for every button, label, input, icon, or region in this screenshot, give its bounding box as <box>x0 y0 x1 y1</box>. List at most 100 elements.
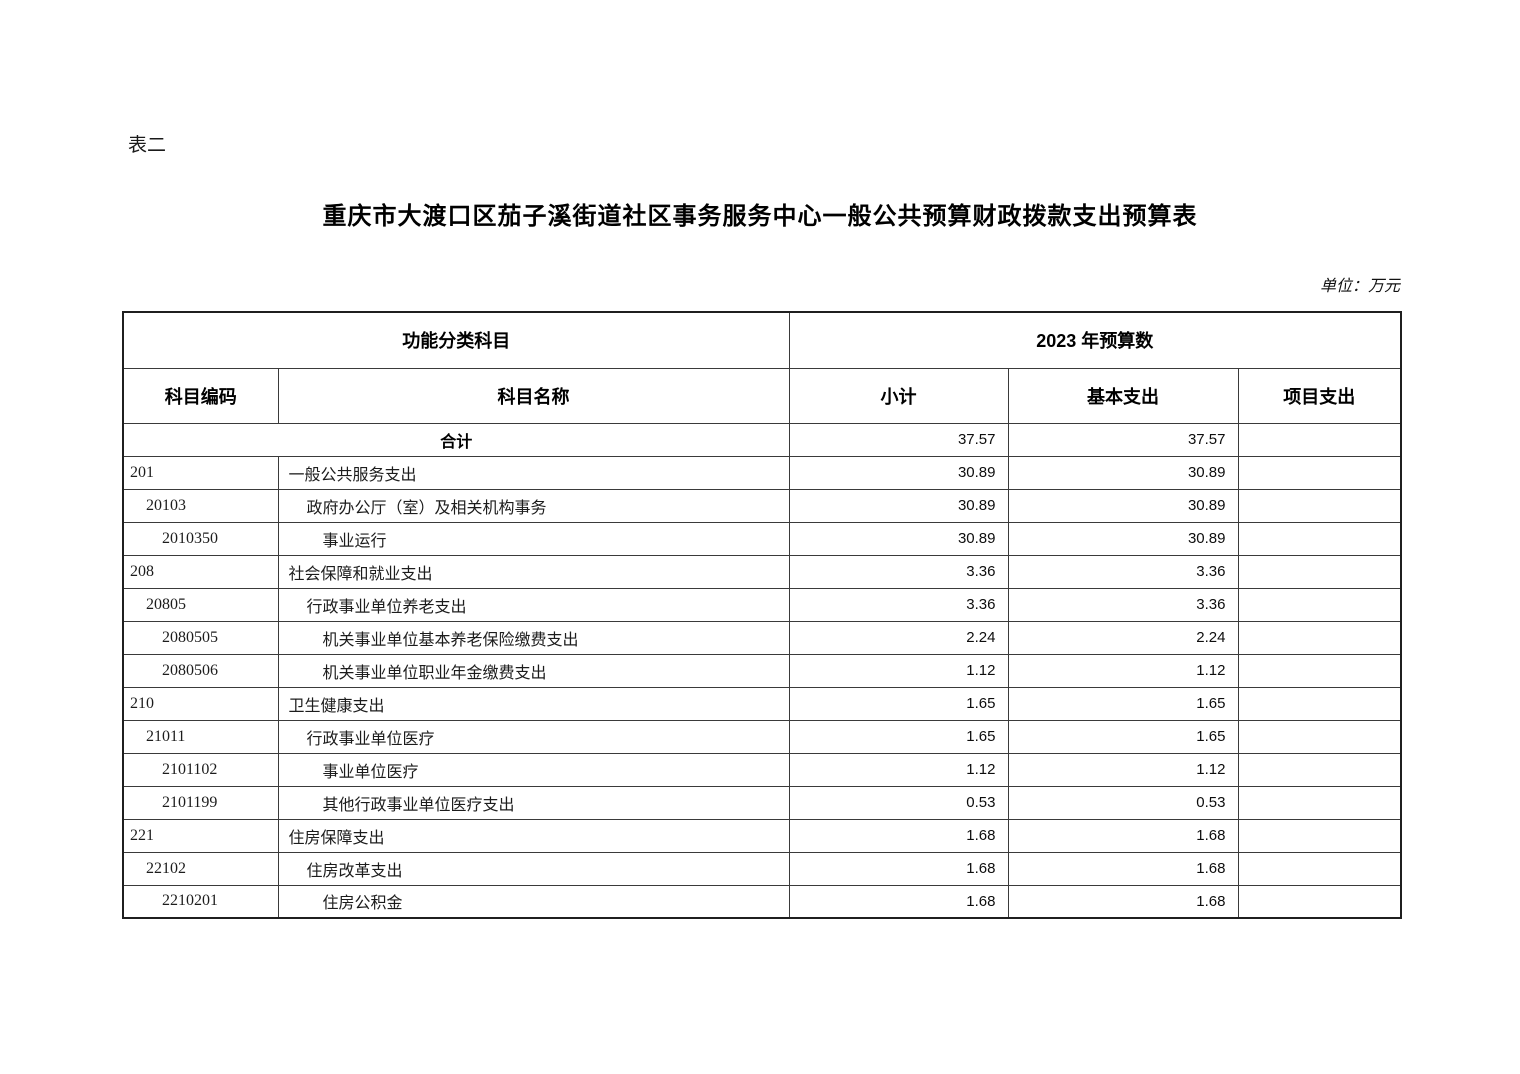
basic-expenditure-cell: 0.53 <box>1007 785 1239 820</box>
table-row: 21011 行政事业单位医疗 1.65 1.65 <box>122 719 1402 754</box>
subject-name-cell: 卫生健康支出 <box>277 686 790 721</box>
subtotal-cell: 1.12 <box>788 653 1009 688</box>
header-subtotal: 小计 <box>788 367 1009 424</box>
header-function-category: 功能分类科目 <box>122 311 790 369</box>
header-2023-budget: 2023 年预算数 <box>788 311 1402 369</box>
unit-note: 单位：万元 <box>1319 278 1400 295</box>
subject-name-cell: 住房保障支出 <box>277 818 790 853</box>
table-row: 22102 住房改革支出 1.68 1.68 <box>122 851 1402 886</box>
basic-expenditure-cell: 1.68 <box>1007 818 1239 853</box>
project-expenditure-cell <box>1237 818 1402 853</box>
table-row: 20103 政府办公厅（室）及相关机构事务 30.89 30.89 <box>122 488 1402 523</box>
table-row: 208 社会保障和就业支出 3.36 3.36 <box>122 554 1402 589</box>
subject-name-cell: 机关事业单位基本养老保险缴费支出 <box>277 620 790 655</box>
subject-code-cell: 22102 <box>122 851 279 886</box>
total-basic-cell: 37.57 <box>1007 422 1239 457</box>
subtotal-cell: 3.36 <box>788 587 1009 622</box>
subject-name-cell: 事业单位医疗 <box>277 752 790 787</box>
subject-code-cell: 2080505 <box>122 620 279 655</box>
subject-code-cell: 21011 <box>122 719 279 754</box>
header-subject-code: 科目编码 <box>122 367 279 424</box>
subject-code-cell: 2010350 <box>122 521 279 556</box>
subtotal-cell: 30.89 <box>788 521 1009 556</box>
table-row: 2080505 机关事业单位基本养老保险缴费支出 2.24 2.24 <box>122 620 1402 655</box>
table-row: 2010350 事业运行 30.89 30.89 <box>122 521 1402 556</box>
total-project-cell <box>1237 422 1402 457</box>
subject-code-cell: 2210201 <box>122 884 279 919</box>
subtotal-cell: 3.36 <box>788 554 1009 589</box>
subject-code-cell: 2101102 <box>122 752 279 787</box>
table-row: 2101102 事业单位医疗 1.12 1.12 <box>122 752 1402 787</box>
total-row: 合计 37.57 37.57 <box>122 422 1402 457</box>
table-row: 2080506 机关事业单位职业年金缴费支出 1.12 1.12 <box>122 653 1402 688</box>
basic-expenditure-cell: 1.12 <box>1007 653 1239 688</box>
budget-table: 功能分类科目 2023 年预算数 科目编码 科目名称 小计 基本支出 项目支出 … <box>122 311 1402 919</box>
basic-expenditure-cell: 1.68 <box>1007 851 1239 886</box>
basic-expenditure-cell: 1.12 <box>1007 752 1239 787</box>
subject-code-cell: 208 <box>122 554 279 589</box>
subject-code-cell: 20805 <box>122 587 279 622</box>
project-expenditure-cell <box>1237 785 1402 820</box>
basic-expenditure-cell: 1.65 <box>1007 686 1239 721</box>
project-expenditure-cell <box>1237 587 1402 622</box>
project-expenditure-cell <box>1237 653 1402 688</box>
header-project-expenditure: 项目支出 <box>1237 367 1402 424</box>
subject-name-cell: 其他行政事业单位医疗支出 <box>277 785 790 820</box>
table-row: 221 住房保障支出 1.68 1.68 <box>122 818 1402 853</box>
subject-code-cell: 2080506 <box>122 653 279 688</box>
subject-name-cell: 政府办公厅（室）及相关机构事务 <box>277 488 790 523</box>
subject-code-cell: 221 <box>122 818 279 853</box>
project-expenditure-cell <box>1237 620 1402 655</box>
basic-expenditure-cell: 30.89 <box>1007 521 1239 556</box>
subject-code-cell: 201 <box>122 455 279 490</box>
subject-name-cell: 住房改革支出 <box>277 851 790 886</box>
subtotal-cell: 1.12 <box>788 752 1009 787</box>
subtotal-cell: 30.89 <box>788 488 1009 523</box>
basic-expenditure-cell: 3.36 <box>1007 587 1239 622</box>
basic-expenditure-cell: 30.89 <box>1007 455 1239 490</box>
subject-name-cell: 行政事业单位养老支出 <box>277 587 790 622</box>
subtotal-cell: 1.68 <box>788 818 1009 853</box>
subject-code-cell: 210 <box>122 686 279 721</box>
header-group-row: 功能分类科目 2023 年预算数 <box>122 311 1402 369</box>
project-expenditure-cell <box>1237 554 1402 589</box>
subtotal-cell: 1.68 <box>788 884 1009 919</box>
header-columns-row: 科目编码 科目名称 小计 基本支出 项目支出 <box>122 367 1402 424</box>
project-expenditure-cell <box>1237 488 1402 523</box>
project-expenditure-cell <box>1237 884 1402 919</box>
subtotal-cell: 1.65 <box>788 719 1009 754</box>
project-expenditure-cell <box>1237 719 1402 754</box>
subtotal-cell: 0.53 <box>788 785 1009 820</box>
table-label: 表二 <box>128 135 167 156</box>
subtotal-cell: 1.65 <box>788 686 1009 721</box>
table-row: 20805 行政事业单位养老支出 3.36 3.36 <box>122 587 1402 622</box>
basic-expenditure-cell: 30.89 <box>1007 488 1239 523</box>
document-title: 重庆市大渡口区茄子溪街道社区事务服务中心一般公共预算财政拨款支出预算表 <box>322 203 1198 230</box>
subtotal-cell: 1.68 <box>788 851 1009 886</box>
subtotal-cell: 30.89 <box>788 455 1009 490</box>
total-label: 合计 <box>122 422 790 457</box>
subject-name-cell: 事业运行 <box>277 521 790 556</box>
subject-name-cell: 一般公共服务支出 <box>277 455 790 490</box>
project-expenditure-cell <box>1237 752 1402 787</box>
table-row: 2210201 住房公积金 1.68 1.68 <box>122 884 1402 919</box>
subject-name-cell: 住房公积金 <box>277 884 790 919</box>
subject-name-cell: 机关事业单位职业年金缴费支出 <box>277 653 790 688</box>
subtotal-cell: 2.24 <box>788 620 1009 655</box>
subject-name-cell: 社会保障和就业支出 <box>277 554 790 589</box>
basic-expenditure-cell: 1.68 <box>1007 884 1239 919</box>
basic-expenditure-cell: 3.36 <box>1007 554 1239 589</box>
basic-expenditure-cell: 1.65 <box>1007 719 1239 754</box>
subject-code-cell: 20103 <box>122 488 279 523</box>
project-expenditure-cell <box>1237 455 1402 490</box>
table-row: 210 卫生健康支出 1.65 1.65 <box>122 686 1402 721</box>
subject-name-cell: 行政事业单位医疗 <box>277 719 790 754</box>
subject-code-cell: 2101199 <box>122 785 279 820</box>
project-expenditure-cell <box>1237 851 1402 886</box>
header-basic-expenditure: 基本支出 <box>1007 367 1239 424</box>
total-subtotal-cell: 37.57 <box>788 422 1009 457</box>
project-expenditure-cell <box>1237 686 1402 721</box>
header-subject-name: 科目名称 <box>277 367 790 424</box>
project-expenditure-cell <box>1237 521 1402 556</box>
